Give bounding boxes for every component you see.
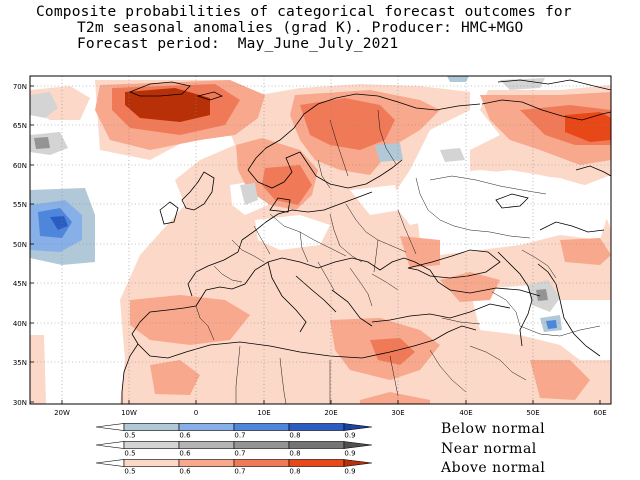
- legend-arrow-right: [343, 441, 373, 449]
- legend-swatch: [233, 441, 290, 449]
- lon-label: 0: [194, 409, 198, 417]
- lon-label: 10W: [121, 409, 137, 417]
- map-frame: [29, 75, 612, 405]
- graticule: [30, 76, 611, 404]
- legend-arrow-left: [95, 459, 125, 467]
- lat-ticks: [30, 85, 34, 403]
- lat-label: 60N: [13, 162, 27, 170]
- legend-tick-label: 0.5: [124, 450, 135, 458]
- legend-label-below: Below normal: [441, 421, 546, 437]
- lat-label: 30N: [13, 399, 27, 407]
- legend-swatch: [288, 441, 345, 449]
- probability-field: [30, 76, 611, 404]
- legend-tick-label: 0.5: [124, 468, 135, 476]
- legend-tick-label: 0.9: [344, 432, 355, 440]
- legend-arrow-right: [343, 459, 373, 467]
- title-line-3: Forecast period: May_June_July_2021: [77, 36, 399, 52]
- title-line-2: T2m seasonal anomalies (grad K). Produce…: [77, 20, 524, 36]
- lon-labels: 20W 10W 0 10E 20E 30E 40E 50E 60E: [54, 409, 607, 417]
- legend-swatch: [288, 459, 345, 467]
- legend-swatch: [178, 423, 235, 431]
- lon-label: 60E: [593, 409, 606, 417]
- legend-tick-label: 0.9: [344, 450, 355, 458]
- legend-tick-label: 0.8: [289, 450, 300, 458]
- map-title: Composite probabilities of categorical f…: [36, 4, 636, 52]
- no-signal-areas: [230, 170, 611, 360]
- country-borders: [195, 109, 601, 404]
- legend-label-above: Above normal: [441, 460, 546, 476]
- legend-tick-label: 0.7: [234, 432, 245, 440]
- lon-label: 20W: [54, 409, 70, 417]
- legend-swatch: [178, 441, 235, 449]
- legend-arrow-left: [95, 423, 125, 431]
- legend-tick-label: 0.9: [344, 468, 355, 476]
- legend-tick-label: 0.6: [179, 450, 191, 458]
- legend-swatch: [178, 459, 235, 467]
- lon-label: 30E: [391, 409, 404, 417]
- legend-label-near: Near normal: [441, 441, 537, 457]
- legend-tick-label: 0.6: [179, 432, 191, 440]
- color-legend: 0.5 0.6 0.7 0.8 0.9 0.5 0.6 0.7 0.8 0.9 0.5 0.6 0.7 0…: [95, 423, 373, 476]
- legend-swatch: [233, 459, 290, 467]
- legend-swatch: [123, 423, 180, 431]
- lon-ticks: [61, 400, 601, 404]
- lon-label: 50E: [526, 409, 539, 417]
- legend-tick-label: 0.5: [124, 432, 135, 440]
- legend-tick-label: 0.7: [234, 468, 245, 476]
- lon-label: 20E: [324, 409, 337, 417]
- legend-swatch: [288, 423, 345, 431]
- legend-tick-label: 0.6: [179, 468, 191, 476]
- lat-label: 50N: [13, 241, 27, 249]
- near-normal-dark-shading: [34, 137, 548, 301]
- lon-label: 40E: [459, 409, 472, 417]
- lat-labels: 70N 65N 60N 55N 50N 45N 40N 35N 30N: [13, 83, 27, 407]
- lon-label: 10E: [257, 409, 270, 417]
- above-normal-peak-shading: [565, 112, 611, 142]
- legend-tick-label: 0.8: [289, 468, 300, 476]
- legend-tick-label: 0.7: [234, 450, 245, 458]
- below-normal-shading: [30, 76, 562, 332]
- lat-label: 65N: [13, 122, 27, 130]
- lat-label: 55N: [13, 201, 27, 209]
- legend-arrow-right: [343, 423, 373, 431]
- lat-label: 45N: [13, 280, 27, 288]
- legend-swatch: [123, 459, 180, 467]
- lat-label: 40N: [13, 320, 27, 328]
- above-normal-max-shading: [125, 88, 210, 122]
- coastlines: [121, 79, 611, 404]
- lat-label: 35N: [13, 359, 27, 367]
- lat-label: 70N: [13, 83, 27, 91]
- legend-tick-label: 0.8: [289, 432, 300, 440]
- legend-swatch: [123, 441, 180, 449]
- legend-arrow-left: [95, 441, 125, 449]
- legend-swatch: [233, 423, 290, 431]
- title-line-1: Composite probabilities of categorical f…: [36, 4, 572, 20]
